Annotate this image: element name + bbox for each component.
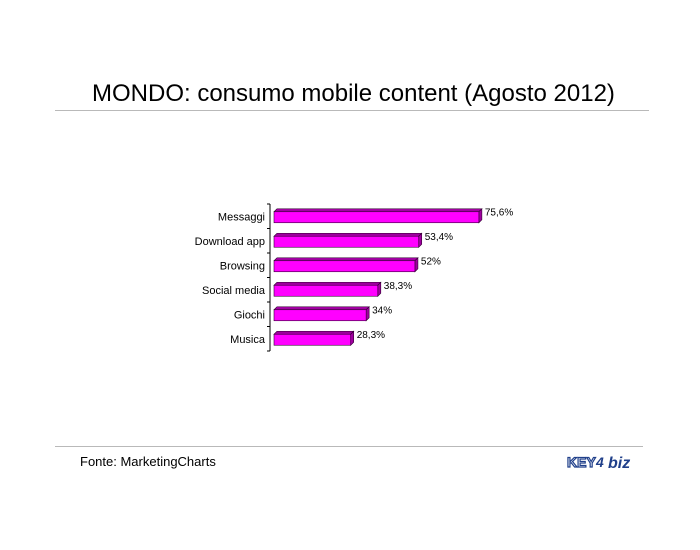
logo-key-text: KEY — [567, 454, 596, 470]
category-label: Browsing — [220, 260, 265, 272]
value-label: 75,6% — [485, 207, 513, 218]
category-label: Download app — [195, 236, 265, 248]
source-note: Fonte: MarketingCharts — [80, 454, 216, 469]
key4biz-logo: KEY 4 biz — [566, 453, 630, 472]
value-label: 28,3% — [357, 330, 385, 341]
category-label: Social media — [202, 285, 266, 297]
bar — [273, 211, 480, 224]
bar-top-face — [273, 281, 382, 286]
logo-biz-text: biz — [608, 455, 630, 472]
slide-title: MONDO: consumo mobile content (Agosto 20… — [92, 80, 615, 107]
footer-divider — [55, 446, 643, 447]
category-label: Giochi — [234, 309, 265, 321]
value-label: 38,3% — [384, 281, 412, 292]
value-label: 52% — [421, 256, 441, 267]
logo-glyph: 4 — [595, 454, 604, 470]
title-divider — [55, 110, 649, 111]
category-label: Messaggi — [218, 211, 265, 223]
category-label: Musica — [230, 334, 266, 346]
bar-top-face — [273, 330, 355, 335]
bar — [273, 235, 420, 248]
bar — [273, 260, 416, 273]
bar-top-face — [273, 306, 370, 311]
bar — [273, 309, 367, 322]
bar-top-face — [273, 208, 483, 213]
bar — [273, 284, 379, 297]
value-label: 34% — [372, 305, 392, 316]
bar-top-face — [273, 257, 419, 262]
bar — [273, 333, 351, 346]
value-label: 53,4% — [425, 232, 453, 243]
bar-top-face — [273, 232, 423, 237]
